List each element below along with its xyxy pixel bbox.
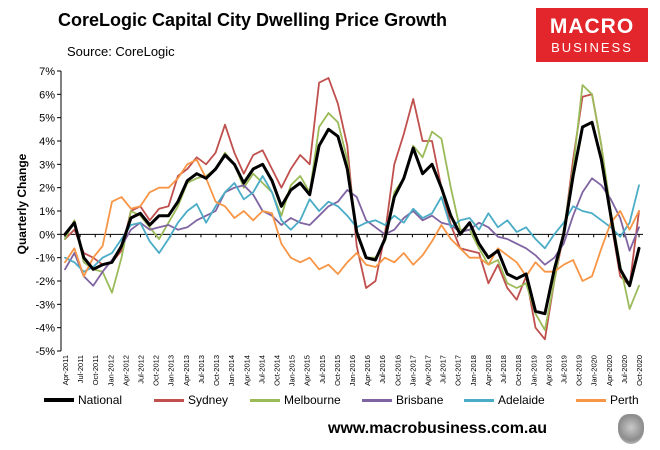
x-tick-label: Apr-2011 <box>61 355 70 385</box>
x-tick-label: Oct-2011 <box>91 355 100 385</box>
x-tick-label: Oct-2014 <box>272 355 281 386</box>
x-tick-label: Oct-2012 <box>152 355 161 386</box>
y-tick-label: 0% <box>39 229 55 241</box>
legend-item-brisbane: Brisbane <box>362 393 443 407</box>
legend-label-adelaide: Adelaide <box>498 393 545 407</box>
x-tick-label: Apr-2019 <box>544 355 553 386</box>
legend-swatch-national <box>44 398 74 402</box>
legend-item-melbourne: Melbourne <box>250 393 341 407</box>
x-tick-label: Jan-2015 <box>288 355 297 386</box>
x-tick-label: Oct-2016 <box>393 355 402 386</box>
x-tick-label: Jul-2019 <box>559 355 568 384</box>
y-tick-label: -1% <box>35 253 55 265</box>
x-tick-label: Jul-2020 <box>620 355 629 384</box>
legend-swatch-perth <box>576 398 606 402</box>
legend-item-sydney: Sydney <box>154 393 228 407</box>
x-tick-label: Jan-2013 <box>167 355 176 386</box>
chart-title: CoreLogic Capital City Dwelling Price Gr… <box>58 10 448 30</box>
series-line-perth <box>64 158 640 282</box>
y-tick-label: 7% <box>39 66 55 78</box>
y-tick-label: 1% <box>39 206 55 218</box>
x-tick-label: Jul-2016 <box>378 355 387 384</box>
series-line-adelaide <box>64 175 640 273</box>
x-tick-label: Apr-2015 <box>303 355 312 386</box>
legend-swatch-adelaide <box>464 398 494 402</box>
x-tick-label: Jan-2018 <box>469 355 478 386</box>
x-tick-label: Jan-2019 <box>529 355 538 386</box>
legend-item-perth: Perth <box>576 393 639 407</box>
logo-line-2: BUSINESS <box>551 40 633 55</box>
x-tick-label: Jul-2011 <box>76 355 85 383</box>
legend-label-national: National <box>78 393 123 407</box>
x-tick-label: Oct-2019 <box>575 355 584 386</box>
y-tick-label: -5% <box>35 346 55 358</box>
y-tick-label: -2% <box>35 276 55 288</box>
x-tick-label: Oct-2015 <box>333 355 342 386</box>
x-tick-label: Apr-2020 <box>605 355 614 386</box>
x-tick-label: Oct-2020 <box>635 355 644 386</box>
legend-swatch-melbourne <box>250 398 280 402</box>
legend-item-adelaide: Adelaide <box>464 393 545 407</box>
x-tick-label: Jan-2014 <box>227 355 236 386</box>
legend-swatch-brisbane <box>362 398 392 402</box>
x-tick-label: Apr-2014 <box>242 355 251 386</box>
legend-swatch-sydney <box>154 398 184 402</box>
legend-label-melbourne: Melbourne <box>284 393 341 407</box>
legend-item-national: National <box>44 393 122 407</box>
x-tick-label: Apr-2013 <box>182 355 191 386</box>
x-tick-label: Jan-2017 <box>408 355 417 386</box>
y-tick-label: -3% <box>35 299 55 311</box>
x-tick-label: Apr-2012 <box>121 355 130 386</box>
x-tick-label: Jul-2014 <box>257 355 266 384</box>
legend-label-sydney: Sydney <box>188 393 229 407</box>
x-tick-label: Jan-2012 <box>106 355 115 386</box>
series-line-national <box>63 120 641 316</box>
x-tick-label: Oct-2013 <box>212 355 221 386</box>
y-tick-label: 5% <box>39 113 55 125</box>
x-tick-label: Jan-2016 <box>348 355 357 386</box>
x-tick-label: Jul-2017 <box>439 355 448 384</box>
y-tick-label: 2% <box>39 183 55 195</box>
x-tick-label: Jul-2015 <box>318 355 327 384</box>
source-note: Source: CoreLogic <box>67 44 175 59</box>
legend-label-brisbane: Brisbane <box>396 393 444 407</box>
logo-line-1: MACRO <box>549 15 635 38</box>
y-tick-label: 4% <box>39 136 55 148</box>
x-tick-label: Jan-2020 <box>590 355 599 386</box>
macrobusiness-logo: MACRO BUSINESS <box>536 8 648 62</box>
x-tick-label: Apr-2016 <box>363 355 372 386</box>
footer-url[interactable]: www.macrobusiness.com.au <box>328 420 548 437</box>
x-tick-label: Jul-2018 <box>499 355 508 384</box>
x-tick-label: Apr-2017 <box>424 355 433 386</box>
y-tick-label: -4% <box>35 323 55 335</box>
y-tick-label: 6% <box>39 89 55 101</box>
x-tick-label: Oct-2017 <box>454 355 463 386</box>
x-tick-label: Apr-2018 <box>484 355 493 386</box>
x-tick-label: Jul-2012 <box>137 355 146 384</box>
wolf-logo-icon <box>618 414 644 444</box>
x-tick-label: Oct-2018 <box>514 355 523 386</box>
legend-label-perth: Perth <box>610 393 639 407</box>
y-tick-label: 3% <box>39 159 55 171</box>
x-tick-label: Jul-2013 <box>197 355 206 384</box>
legend: National Sydney Melbourne Brisbane Adela… <box>44 393 654 411</box>
